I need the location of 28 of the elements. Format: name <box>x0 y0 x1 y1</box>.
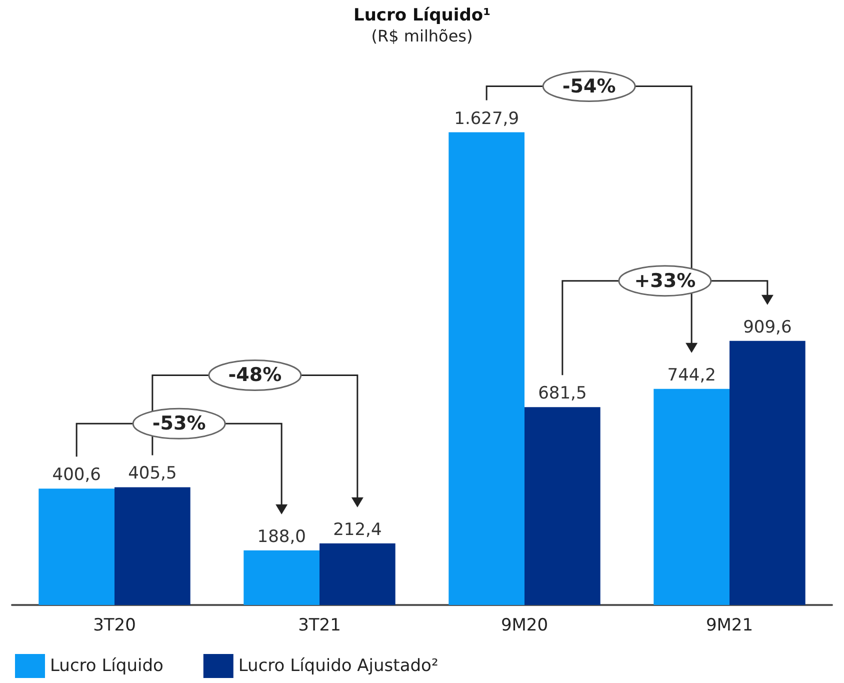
data-label: 188,0 <box>257 526 306 547</box>
x-tick-label: 9M21 <box>706 616 754 636</box>
legend-label: Lucro Líquido <box>50 656 164 676</box>
data-label: 1.627,9 <box>454 108 520 129</box>
chart-title: Lucro Líquido¹ <box>353 6 491 26</box>
bar <box>114 487 190 605</box>
annotation: -48% <box>228 364 282 386</box>
data-label: 212,4 <box>333 520 382 540</box>
text: -54% <box>562 75 616 98</box>
x-tick-label: 3T21 <box>298 616 341 636</box>
annotation: -53% <box>152 412 206 435</box>
bar <box>524 407 600 605</box>
x-tick-label: 3T20 <box>93 616 136 636</box>
annotation: +33% <box>634 270 696 292</box>
legend-label: Lucro Líquido Ajustado² <box>238 656 438 676</box>
data-label: 744,2 <box>667 365 716 386</box>
data-label: 909,6 <box>743 317 792 338</box>
data-label: 405,5 <box>128 464 177 484</box>
bar <box>448 132 524 605</box>
bar <box>730 340 806 605</box>
chart-subtitle: (R$ milhões) <box>371 26 473 46</box>
bar <box>244 550 320 605</box>
data-label: 681,5 <box>538 384 587 404</box>
bar <box>654 388 730 605</box>
data-label: 400,6 <box>52 465 101 486</box>
bar <box>38 488 114 605</box>
bar <box>320 543 396 605</box>
x-tick-label: 9M20 <box>500 616 548 636</box>
